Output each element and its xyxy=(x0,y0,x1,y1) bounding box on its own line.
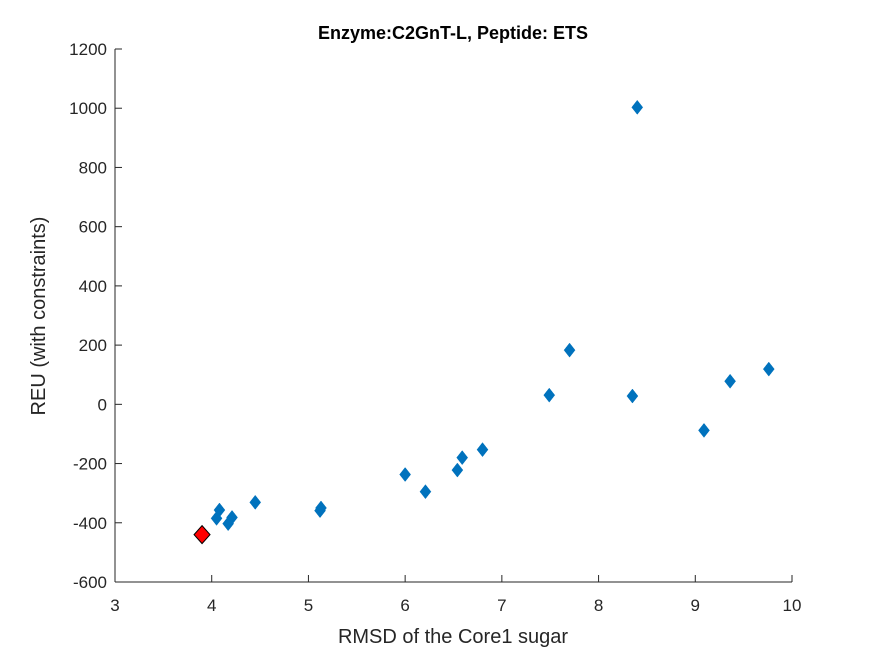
x-tick-label: 8 xyxy=(594,596,603,615)
y-tick-label: 200 xyxy=(79,336,107,355)
x-tick-label: 3 xyxy=(110,596,119,615)
y-tick-label: -200 xyxy=(73,455,107,474)
data-point xyxy=(249,494,262,510)
x-tick-label: 5 xyxy=(304,596,313,615)
data-point xyxy=(456,450,469,466)
x-tick-label: 4 xyxy=(207,596,216,615)
x-axis-label: RMSD of the Core1 sugar xyxy=(338,626,568,648)
x-tick-label: 10 xyxy=(783,596,802,615)
data-point xyxy=(419,484,432,500)
y-tick-label: -400 xyxy=(73,514,107,533)
x-tick-label: 9 xyxy=(691,596,700,615)
data-point xyxy=(476,442,489,458)
y-tick-label: 1200 xyxy=(69,40,107,59)
plot-area: 3 4 5 6 7 8 9 10 -600 -400 -200 0 200 400 600 800 1000 12… xyxy=(69,40,801,615)
data-point xyxy=(563,342,576,358)
data-point xyxy=(626,388,639,404)
data-point xyxy=(315,500,327,516)
y-axis-label: REU (with constraints) xyxy=(28,217,50,416)
data-point xyxy=(698,422,710,438)
data-point xyxy=(451,462,464,478)
y-tick-label: -600 xyxy=(73,573,107,592)
data-point xyxy=(543,387,556,403)
chart-title: Enzyme:C2GnT-L, Peptide: ETS xyxy=(318,23,588,43)
data-point xyxy=(399,467,411,482)
x-tick-label: 6 xyxy=(400,596,409,615)
y-tick-label: 400 xyxy=(79,277,107,296)
highlight-point xyxy=(193,524,211,545)
y-tick-label: 1000 xyxy=(69,99,107,118)
data-point xyxy=(724,373,736,389)
data-point xyxy=(226,510,238,525)
data-point xyxy=(762,361,775,377)
data-point xyxy=(631,99,644,115)
y-tick-label: 600 xyxy=(79,218,107,237)
x-tick-label: 7 xyxy=(497,596,506,615)
data-point xyxy=(213,502,226,518)
y-tick-label: 0 xyxy=(98,395,107,414)
y-tick-label: 800 xyxy=(79,158,107,177)
